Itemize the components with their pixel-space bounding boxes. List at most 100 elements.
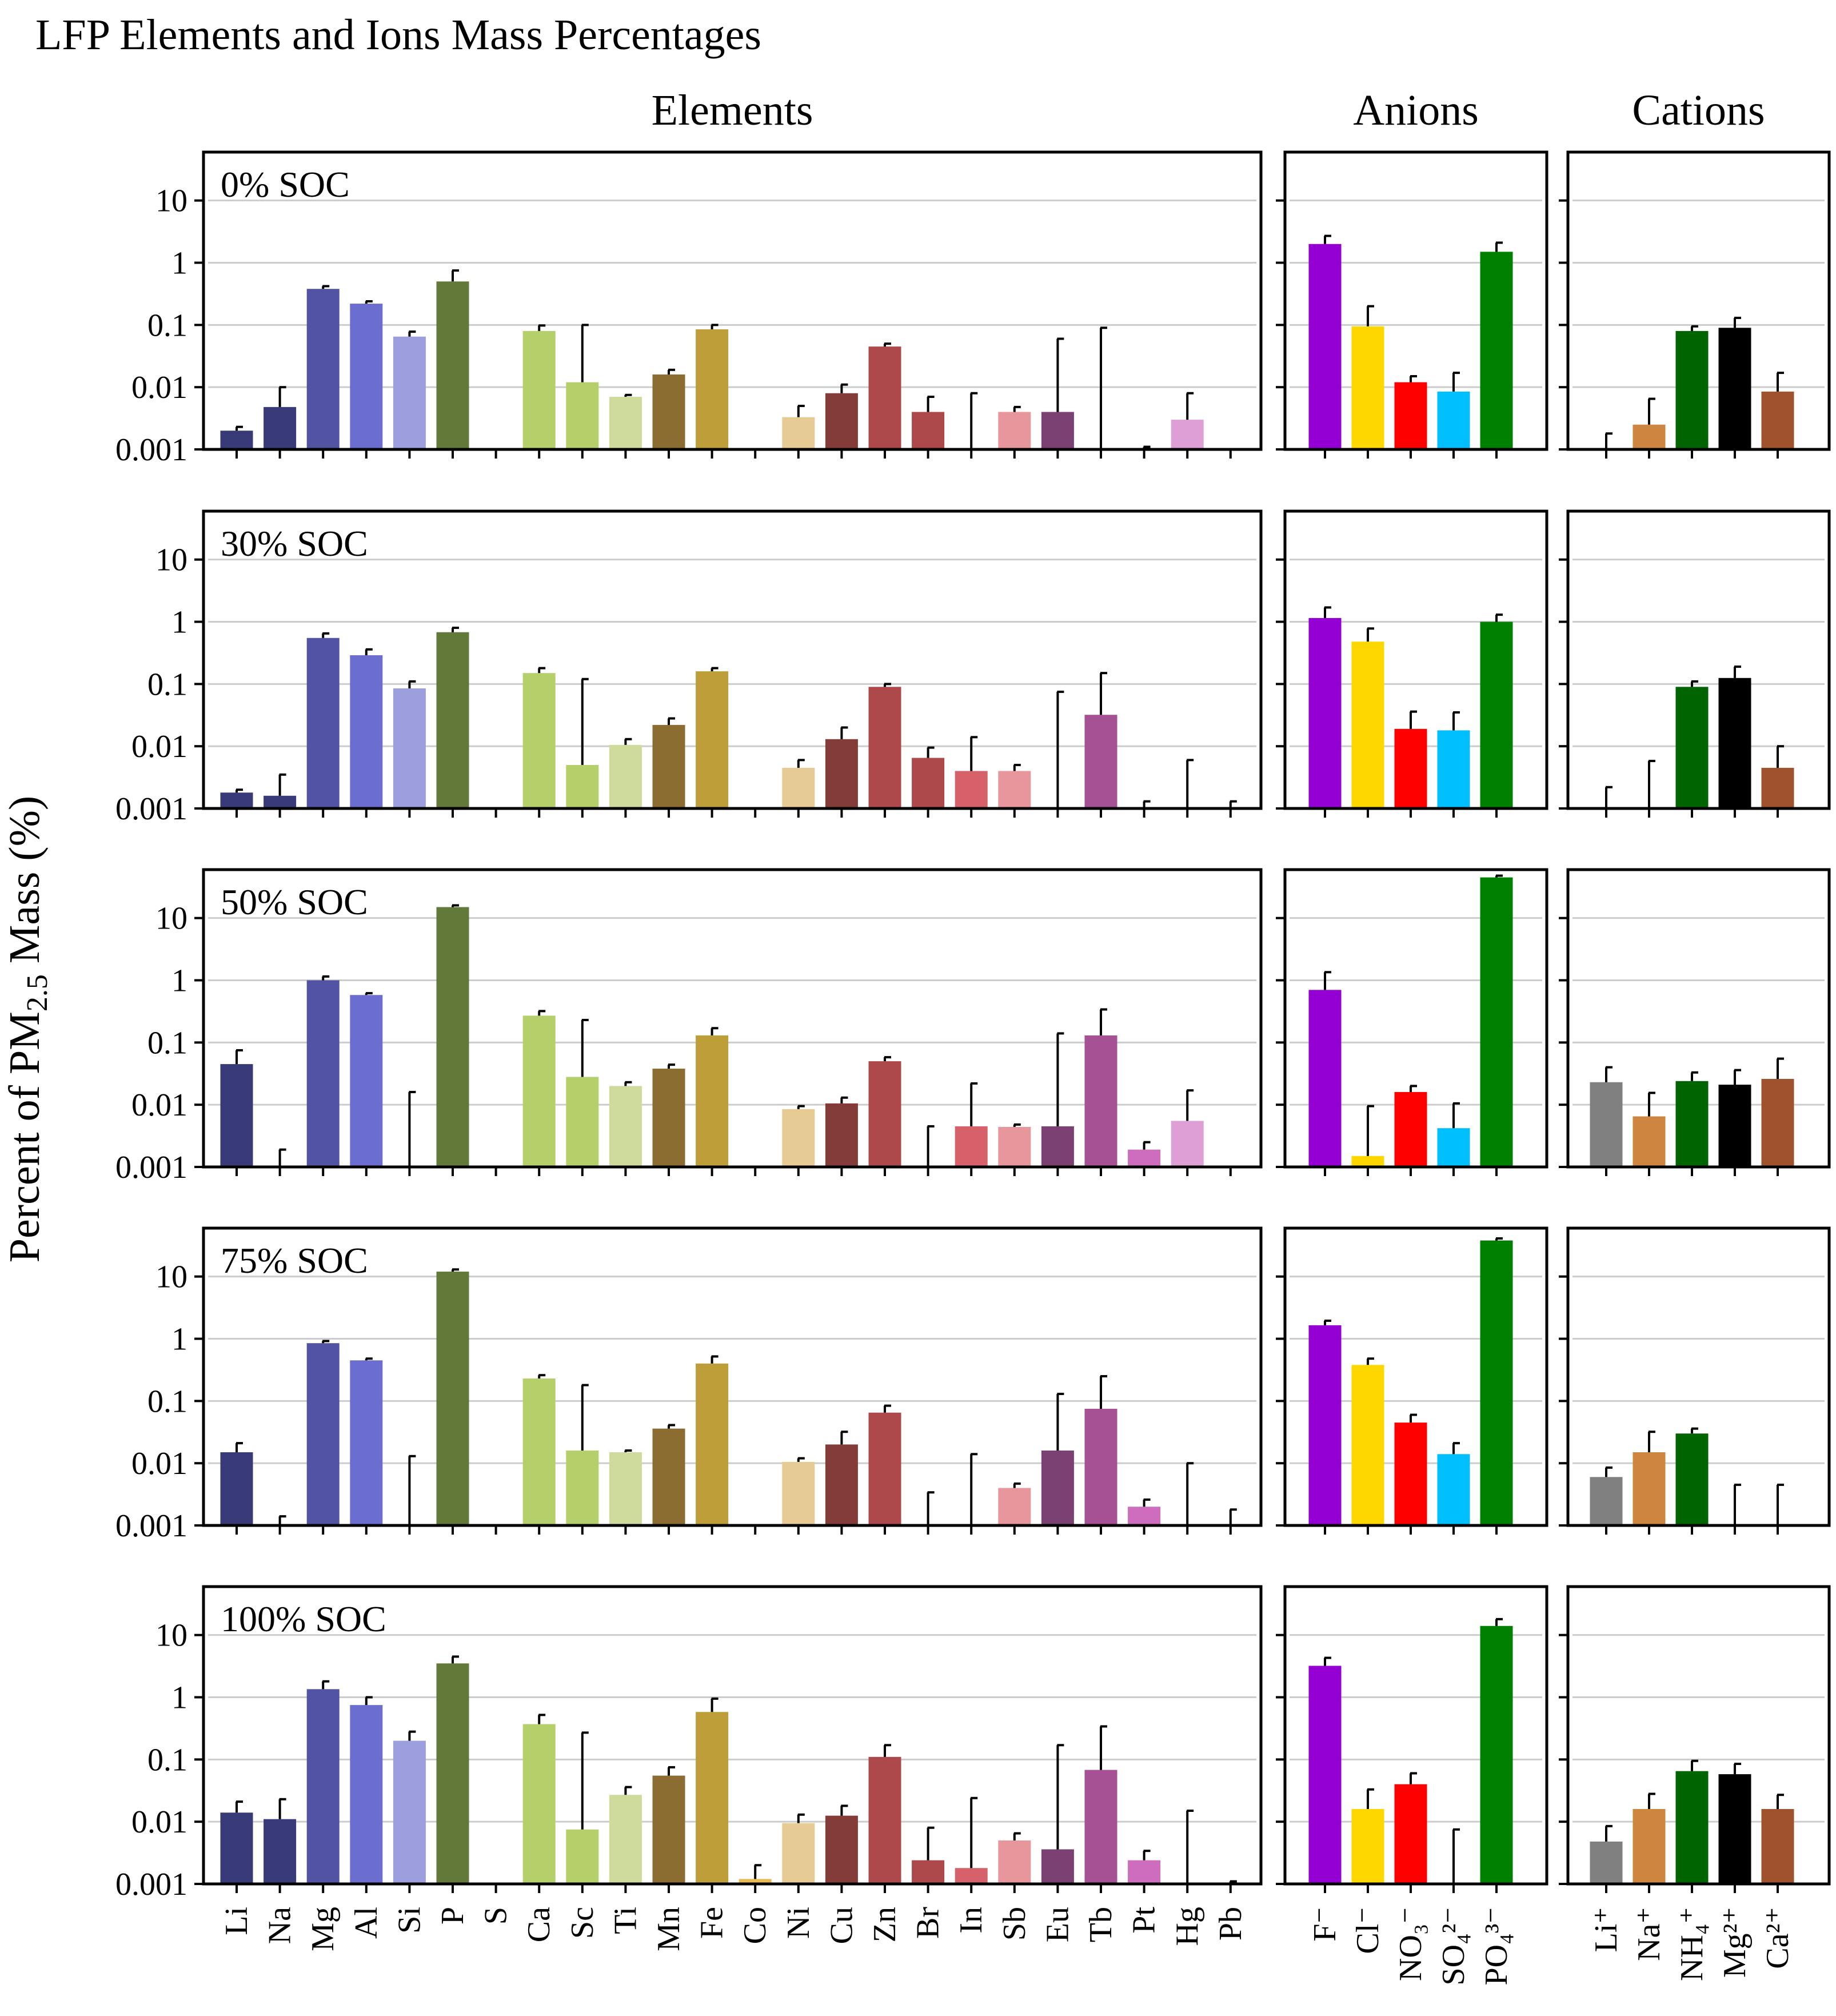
plot-frame — [1283, 509, 1548, 810]
x-tick-label: NO₃⁻ — [1393, 1907, 1428, 1981]
y-tick-label: 0.001 — [115, 1867, 187, 1902]
y-tick-label: 1 — [171, 1322, 187, 1357]
bar — [998, 412, 1031, 449]
bar — [609, 1086, 642, 1167]
subplot — [1276, 1585, 1548, 1893]
bar — [825, 1444, 858, 1525]
plot-frame — [1566, 868, 1831, 1169]
x-tick-label: Eu — [1040, 1907, 1075, 1942]
bar — [350, 655, 383, 808]
x-tick-label: Mn — [651, 1907, 686, 1951]
y-tick-label: 0.01 — [131, 370, 187, 405]
x-tick-label: Na — [262, 1907, 298, 1944]
x-tick-label: Ca — [521, 1907, 557, 1942]
subplot — [1559, 1585, 1831, 1893]
y-tick-label: 0.01 — [131, 1446, 187, 1481]
panel-row: 0.001 0.01 0.1 1 10 100% SOC — [115, 1585, 1831, 1902]
bar — [1761, 1808, 1794, 1884]
bar — [998, 1126, 1031, 1167]
bar — [998, 1488, 1031, 1525]
x-tick-label: NH₄⁺ — [1674, 1907, 1710, 1981]
bar — [609, 744, 642, 808]
bar — [652, 1775, 685, 1884]
y-tick-label: 10 — [155, 1618, 187, 1654]
bar — [264, 407, 297, 449]
bar — [1351, 1808, 1384, 1884]
bar — [350, 995, 383, 1167]
subplot: 0.001 0.01 0.1 1 10 50% SOC — [115, 868, 1263, 1185]
bar — [220, 1452, 253, 1525]
bar — [868, 1061, 901, 1167]
bar — [436, 1663, 469, 1884]
bar — [1480, 252, 1513, 449]
bar — [220, 792, 253, 808]
bar — [782, 1461, 815, 1525]
bar — [1718, 328, 1751, 449]
bar — [696, 1035, 729, 1167]
bar — [1041, 1849, 1074, 1884]
bar — [393, 688, 426, 808]
panel-row: 0.001 0.01 0.1 1 10 0% SOC — [115, 150, 1831, 468]
bar — [1394, 382, 1427, 449]
bar — [1437, 730, 1470, 808]
subplot: 0.001 0.01 0.1 1 10 100% SOC — [115, 1585, 1263, 1902]
bar — [696, 1712, 729, 1884]
x-tick-label: Mg²⁺ — [1717, 1907, 1753, 1978]
y-tick-label: 0.1 — [147, 1742, 187, 1778]
bar — [1171, 420, 1204, 449]
bar — [652, 724, 685, 808]
bar — [782, 1823, 815, 1884]
bar — [1351, 1365, 1384, 1525]
x-tick-label: Ti — [608, 1907, 643, 1934]
bar — [998, 771, 1031, 808]
bar — [1308, 990, 1342, 1167]
bar — [1171, 1121, 1204, 1167]
y-tick-label: 0.1 — [147, 1025, 187, 1061]
panel-label: 50% SOC — [221, 882, 368, 922]
bar — [1128, 1860, 1161, 1884]
x-tick-label: Tb — [1083, 1907, 1119, 1942]
subplot — [1276, 868, 1548, 1176]
bar — [436, 907, 469, 1167]
bar — [1675, 687, 1709, 808]
bar — [825, 1815, 858, 1884]
bar — [652, 374, 685, 449]
bar — [1437, 1454, 1470, 1525]
group-header: Anions — [1353, 86, 1479, 134]
x-tick-label: Zn — [867, 1907, 903, 1942]
group-header: Elements — [652, 86, 813, 134]
subplot — [1559, 150, 1831, 459]
bar — [696, 329, 729, 449]
x-tick-label: Cl⁻ — [1350, 1907, 1386, 1954]
bar — [436, 1272, 469, 1525]
plot-frame — [1283, 868, 1548, 1169]
bar — [652, 1428, 685, 1525]
subplot: 0.001 0.01 0.1 1 10 30% SOC — [115, 509, 1263, 827]
bar — [1675, 1433, 1709, 1525]
x-tick-label: Hg — [1170, 1907, 1205, 1946]
bar — [1718, 1774, 1751, 1884]
bar — [1084, 1770, 1117, 1884]
x-tick-label: Ni — [781, 1907, 816, 1939]
bar — [306, 1343, 340, 1525]
bar — [955, 1126, 988, 1167]
bar — [739, 1879, 772, 1884]
y-tick-label: 0.1 — [147, 667, 187, 702]
bar — [1761, 767, 1794, 808]
plot-frame — [1566, 1585, 1831, 1886]
bar — [393, 1740, 426, 1884]
bar — [1633, 424, 1666, 449]
bar — [566, 1829, 599, 1884]
bar — [306, 638, 340, 808]
panel-row: 0.001 0.01 0.1 1 10 75% SOC — [115, 1226, 1831, 1544]
bar — [393, 336, 426, 449]
y-tick-label: 10 — [155, 184, 187, 219]
x-tick-label: Sb — [997, 1907, 1032, 1941]
plot-frame — [1566, 1226, 1831, 1527]
subplot — [1559, 868, 1831, 1176]
plot-frame — [202, 150, 1263, 451]
panel-label: 30% SOC — [221, 523, 368, 564]
plot-frame — [1283, 1226, 1548, 1527]
bar — [220, 1812, 253, 1884]
bar — [912, 758, 945, 808]
